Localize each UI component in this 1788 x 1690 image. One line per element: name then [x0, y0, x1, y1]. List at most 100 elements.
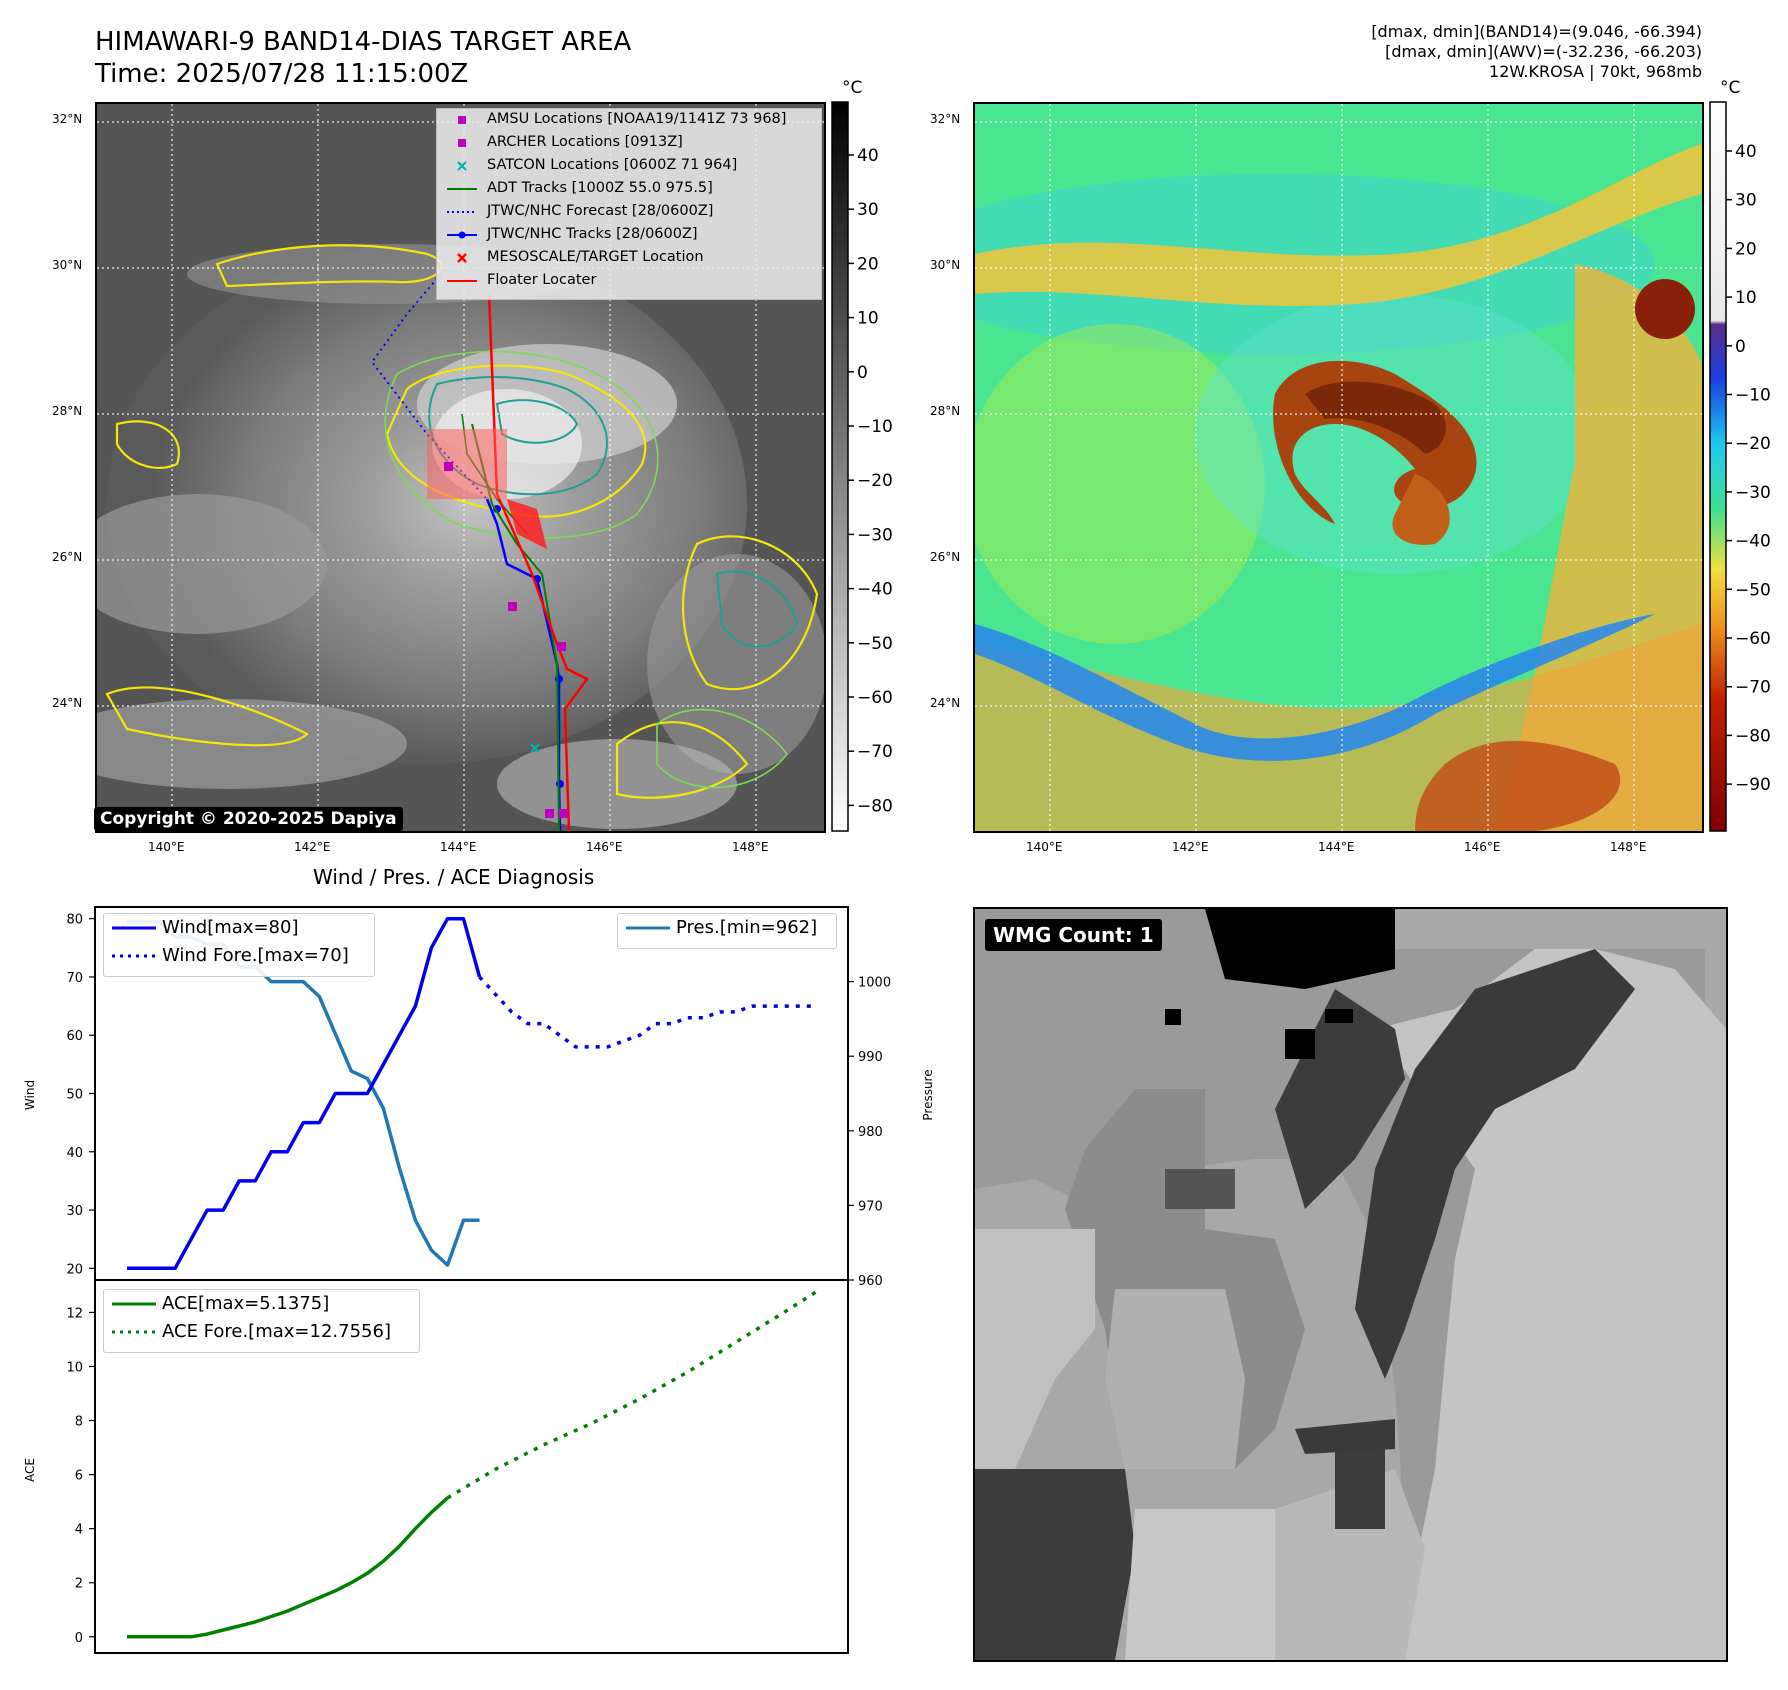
- awv-map-panel: [973, 102, 1704, 833]
- ir-lon-label: 140°E: [148, 840, 185, 854]
- awv-lon-label: 146°E: [1464, 840, 1501, 854]
- colorbar-tick-label: −20: [857, 471, 893, 491]
- awv-map-image: [975, 104, 1702, 831]
- legend-mesoscale: MESOSCALE/TARGET Location: [437, 247, 821, 269]
- ir-lon-label: 142°E: [294, 840, 331, 854]
- pressure-axis-label: Pressure: [921, 1069, 935, 1120]
- colorbar-tick-label: 40: [1735, 142, 1757, 162]
- colorbar-tick-label: −10: [1735, 386, 1771, 406]
- wmg-count-badge: WMG Count: 1: [985, 919, 1162, 951]
- wind-legend: Wind[max=80] Wind Fore.[max=70]: [103, 913, 375, 977]
- ir-colorbar: 40 30 20 10 0 −10 −20 −30 −40 −50 −60 −70 −80: [831, 101, 893, 832]
- colorbar-tick-label: −30: [857, 525, 893, 545]
- awv-lon-label: 148°E: [1610, 840, 1647, 854]
- figure-title: HIMAWARI-9 BAND14-DIAS TARGET AREA Time:…: [95, 26, 631, 90]
- colorbar-tick-label: −20: [1735, 434, 1771, 454]
- legend-jtwc-forecast: JTWC/NHC Forecast [28/0600Z]: [447, 203, 714, 219]
- colorbar-tick-label: −60: [857, 688, 893, 708]
- ir-map-legend: AMSU Locations [NOAA19/1141Z 73 968] ARC…: [436, 108, 822, 300]
- wind-ytick-label: 80: [66, 913, 83, 928]
- awv-lon-label: 144°E: [1318, 840, 1355, 854]
- wind-ytick-label: 40: [66, 1146, 83, 1161]
- awv-colorbar-unit: °C: [1720, 78, 1741, 98]
- colorbar-tick-label: 10: [1735, 288, 1757, 308]
- copyright-label: Copyright © 2020-2025 Dapiya: [94, 807, 403, 831]
- ace-forecast-line: [446, 1290, 817, 1500]
- colorbar-tick-label: −90: [1735, 775, 1771, 795]
- diagnosis-title: Wind / Pres. / ACE Diagnosis: [313, 865, 595, 889]
- legend-floater: Floater Locater: [447, 272, 597, 288]
- legend-adt: ADT Tracks [1000Z 55.0 975.5]: [447, 180, 713, 196]
- colorbar-tick-label: −70: [857, 742, 893, 762]
- diagnosis-chart: 203040506070809609709809901000024681012 …: [23, 906, 935, 1654]
- storm-info: 12W.KROSA | 70kt, 968mb: [1489, 62, 1702, 81]
- colorbar-tick-label: −80: [1735, 726, 1771, 746]
- pressure-ytick-label: 990: [858, 1050, 883, 1065]
- colorbar-tick-label: −30: [1735, 483, 1771, 503]
- colorbar-tick-label: 20: [857, 254, 879, 274]
- colorbar-tick-label: 40: [857, 146, 879, 166]
- awv-colorbar: 40 30 20 10 0 −10 −20 −30 −40 −50 −60 −70 −80 −90: [1709, 101, 1771, 832]
- awv-lat-label: 26°N: [930, 550, 961, 564]
- colorbar-tick-label: 20: [1735, 239, 1757, 259]
- wmg-panel: [973, 907, 1728, 1662]
- ir-colorbar-unit: °C: [842, 78, 863, 98]
- pressure-ytick-label: 960: [858, 1274, 883, 1289]
- wind-ytick-label: 50: [66, 1088, 83, 1103]
- legend-satcon: SATCON Locations [0600Z 71 964]: [437, 155, 821, 177]
- ace-ytick-label: 10: [66, 1360, 83, 1375]
- colorbar-tick-label: −40: [1735, 532, 1771, 552]
- colorbar-tick-label: −40: [857, 580, 893, 600]
- ace-ytick-label: 0: [75, 1631, 83, 1646]
- awv-lon-label: 142°E: [1172, 840, 1209, 854]
- title-line-1: HIMAWARI-9 BAND14-DIAS TARGET AREA: [95, 27, 632, 57]
- legend-ace: ACE[max=5.1375]: [112, 1293, 330, 1314]
- ace-axes: [94, 1279, 849, 1654]
- awv-lat-label: 28°N: [930, 404, 961, 418]
- stats-band14: [dmax, dmin](BAND14)=(9.046, -66.394): [1371, 22, 1702, 41]
- stats-block: [dmax, dmin](BAND14)=(9.046, -66.394) [d…: [1371, 22, 1702, 82]
- ir-lat-label: 26°N: [52, 550, 83, 564]
- colorbar-tick-label: 30: [857, 200, 879, 220]
- awv-lat-label: 24°N: [930, 696, 961, 710]
- ace-ytick-label: 6: [75, 1469, 83, 1484]
- wmg-image: [975, 909, 1726, 1660]
- colorbar-tick-label: −10: [857, 417, 893, 437]
- colorbar-tick-label: −70: [1735, 678, 1771, 698]
- ace-series-line: [127, 1496, 449, 1639]
- ace-legend: ACE[max=5.1375] ACE Fore.[max=12.7556]: [103, 1289, 420, 1353]
- colorbar-tick-label: −50: [1735, 580, 1771, 600]
- legend-pres: Pres.[min=962]: [626, 917, 818, 938]
- colorbar-tick-label: 0: [1735, 337, 1746, 357]
- title-line-2: Time: 2025/07/28 11:15:00Z: [95, 59, 469, 89]
- colorbar-tick-label: −80: [857, 796, 893, 816]
- awv-lat-label: 30°N: [930, 258, 961, 272]
- ace-ytick-label: 4: [75, 1523, 83, 1538]
- wind-ytick-label: 60: [66, 1029, 83, 1044]
- legend-wind-fore: Wind Fore.[max=70]: [112, 945, 349, 966]
- wind-ytick-label: 70: [66, 971, 83, 986]
- ir-lon-label: 148°E: [732, 840, 769, 854]
- ace-ytick-label: 12: [66, 1306, 83, 1321]
- pressure-ytick-label: 1000: [858, 976, 891, 991]
- legend-amsu: AMSU Locations [NOAA19/1141Z 73 968]: [437, 109, 821, 131]
- stats-awv: [dmax, dmin](AWV)=(-32.236, -66.203): [1385, 42, 1702, 61]
- wind-ytick-label: 20: [66, 1262, 83, 1277]
- wind-series-line: [127, 916, 482, 1271]
- colorbar-tick-label: 30: [1735, 191, 1757, 211]
- ir-lat-label: 24°N: [52, 696, 83, 710]
- wind-ytick-label: 30: [66, 1204, 83, 1219]
- legend-archer: ARCHER Locations [0913Z]: [437, 132, 821, 154]
- ace-axis-label: ACE: [23, 1458, 37, 1482]
- colorbar-tick-label: 0: [857, 363, 868, 383]
- awv-lon-label: 140°E: [1026, 840, 1063, 854]
- ir-lon-label: 146°E: [586, 840, 623, 854]
- pressure-ytick-label: 980: [858, 1125, 883, 1140]
- awv-lat-label: 32°N: [930, 112, 961, 126]
- colorbar-tick-label: −60: [1735, 629, 1771, 649]
- ir-lon-label: 144°E: [440, 840, 477, 854]
- ir-lat-label: 32°N: [52, 112, 83, 126]
- legend-ace-fore: ACE Fore.[max=12.7556]: [112, 1321, 391, 1342]
- colorbar-tick-label: −50: [857, 634, 893, 654]
- ir-lat-label: 30°N: [52, 258, 83, 272]
